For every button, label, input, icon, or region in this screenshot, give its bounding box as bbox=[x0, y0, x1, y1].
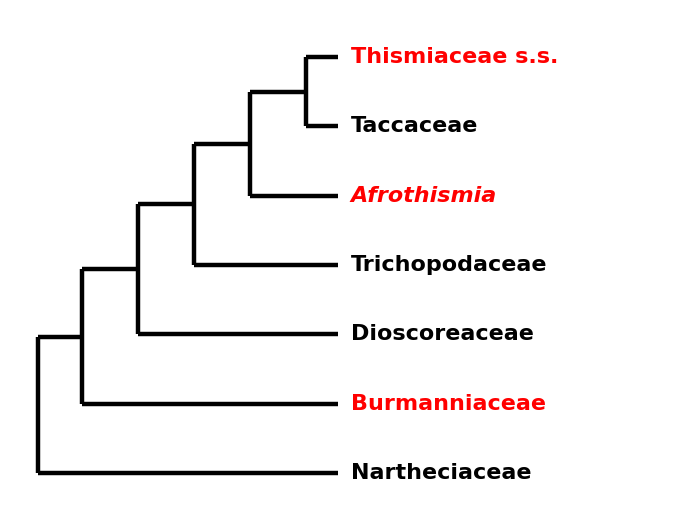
Text: Burmanniaceae: Burmanniaceae bbox=[351, 394, 545, 414]
Text: Thismiaceae s.s.: Thismiaceae s.s. bbox=[351, 47, 558, 67]
Text: Trichopodaceae: Trichopodaceae bbox=[351, 255, 547, 275]
Text: Dioscoreaceae: Dioscoreaceae bbox=[351, 324, 534, 345]
Text: Nartheciaceae: Nartheciaceae bbox=[351, 463, 531, 483]
Text: Taccaceae: Taccaceae bbox=[351, 116, 478, 136]
Text: Afrothismia: Afrothismia bbox=[351, 186, 497, 206]
